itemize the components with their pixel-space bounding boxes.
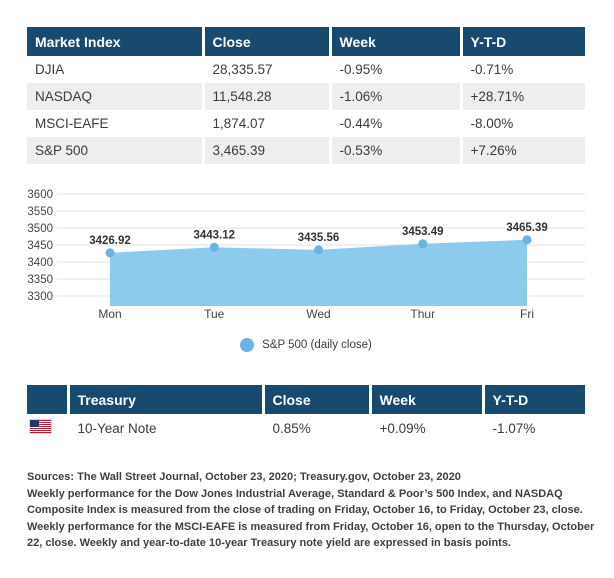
header-week: Week (368, 385, 483, 414)
header-week: Week (328, 27, 461, 56)
treasury-name: 10-Year Note (66, 414, 263, 442)
treasury-table: Treasury Close Week Y-T-D 10-Year Note 0… (27, 385, 585, 442)
svg-text:3400: 3400 (27, 257, 53, 269)
sources-note: Sources: The Wall Street Journal, Octobe… (27, 469, 595, 552)
svg-text:Thur: Thur (410, 307, 435, 321)
index-close: 1,874.07 (201, 110, 330, 137)
header-ytd: Y-T-D (459, 27, 585, 56)
table-row-nasdaq: NASDAQ 11,548.28 -1.06% +28.71% (27, 83, 585, 110)
svg-text:3450: 3450 (27, 240, 53, 252)
table-row-msci-eafe: MSCI-EAFE 1,874.07 -0.44% -8.00% (27, 110, 585, 137)
treasury-header-row: Treasury Close Week Y-T-D (27, 385, 585, 414)
svg-text:3453.49: 3453.49 (402, 226, 444, 238)
svg-text:3300: 3300 (27, 291, 53, 303)
flag-cell (27, 414, 68, 442)
index-ytd: -0.71% (459, 56, 585, 83)
index-close: 28,335.57 (201, 56, 330, 83)
index-ytd: -8.00% (459, 110, 585, 137)
header-market-index: Market Index (27, 27, 203, 56)
treasury-week: +0.09% (368, 414, 483, 442)
note-line: 22, close. Weekly and year-to-date 10-ye… (27, 537, 512, 549)
index-close: 3,465.39 (201, 137, 330, 164)
index-name: MSCI-EAFE (35, 116, 109, 131)
svg-text:3550: 3550 (27, 206, 53, 218)
svg-text:3426.92: 3426.92 (89, 235, 131, 247)
table-row-djia: DJIA 28,335.57 -0.95% -0.71% (27, 56, 585, 83)
market-summary-graphic: Market Index Close Week Y-T-D DJIA 28,33… (27, 27, 595, 552)
svg-text:Tue: Tue (204, 307, 225, 321)
treasury-close: 0.85% (261, 414, 370, 442)
header-close: Close (201, 27, 330, 56)
index-name: S&P 500 (27, 137, 203, 164)
index-week: -0.53% (328, 137, 461, 164)
header-ytd: Y-T-D (481, 385, 585, 414)
header-flag-spacer (27, 385, 68, 414)
svg-text:3443.12: 3443.12 (193, 229, 235, 241)
header-treasury: Treasury (66, 385, 263, 414)
index-ytd: +28.71% (459, 83, 585, 110)
svg-text:3500: 3500 (27, 223, 53, 235)
us-flag-icon (29, 419, 52, 434)
svg-text:Fri: Fri (520, 307, 534, 321)
market-index-table: Market Index Close Week Y-T-D DJIA 28,33… (27, 27, 585, 164)
svg-text:Wed: Wed (306, 307, 330, 321)
chart-canvas: 3600 3550 3500 3450 3400 3350 3300 3426.92 Mon 34… (27, 189, 585, 321)
index-ytd: +7.26% (459, 137, 585, 164)
header-close: Close (261, 385, 370, 414)
index-week: -0.95% (328, 56, 461, 83)
legend-dot-icon (240, 338, 255, 352)
index-week: -1.06% (328, 83, 461, 110)
note-line: Weekly performance for the Dow Jones Ind… (27, 487, 563, 500)
chart-legend: S&P 500 (daily close) (27, 335, 585, 355)
index-week: -0.44% (328, 110, 461, 137)
svg-text:3600: 3600 (27, 189, 53, 201)
note-line: Composite Index is measured from the clo… (27, 504, 583, 516)
svg-text:3465.39: 3465.39 (506, 222, 548, 234)
index-close: 11,548.28 (201, 83, 330, 110)
index-name: NASDAQ (27, 83, 203, 110)
svg-text:Mon: Mon (98, 307, 121, 321)
index-name: DJIA (35, 62, 65, 77)
legend-label: S&P 500 (daily close) (262, 339, 372, 351)
note-line: Weekly performance for the MSCI-EAFE is … (27, 520, 595, 533)
treasury-ytd: -1.07% (481, 414, 585, 442)
svg-text:3435.56: 3435.56 (298, 232, 340, 244)
table-row-sp500: S&P 500 3,465.39 -0.53% +7.26% (27, 137, 585, 164)
source-line: Sources: The Wall Street Journal, Octobe… (27, 471, 461, 483)
market-table-header-row: Market Index Close Week Y-T-D (27, 27, 585, 56)
table-row-10-year-note: 10-Year Note 0.85% +0.09% -1.07% (27, 414, 585, 442)
sp500-area-chart: 3600 3550 3500 3450 3400 3350 3300 3426.92 Mon 34… (27, 178, 585, 355)
svg-text:3350: 3350 (27, 274, 53, 286)
